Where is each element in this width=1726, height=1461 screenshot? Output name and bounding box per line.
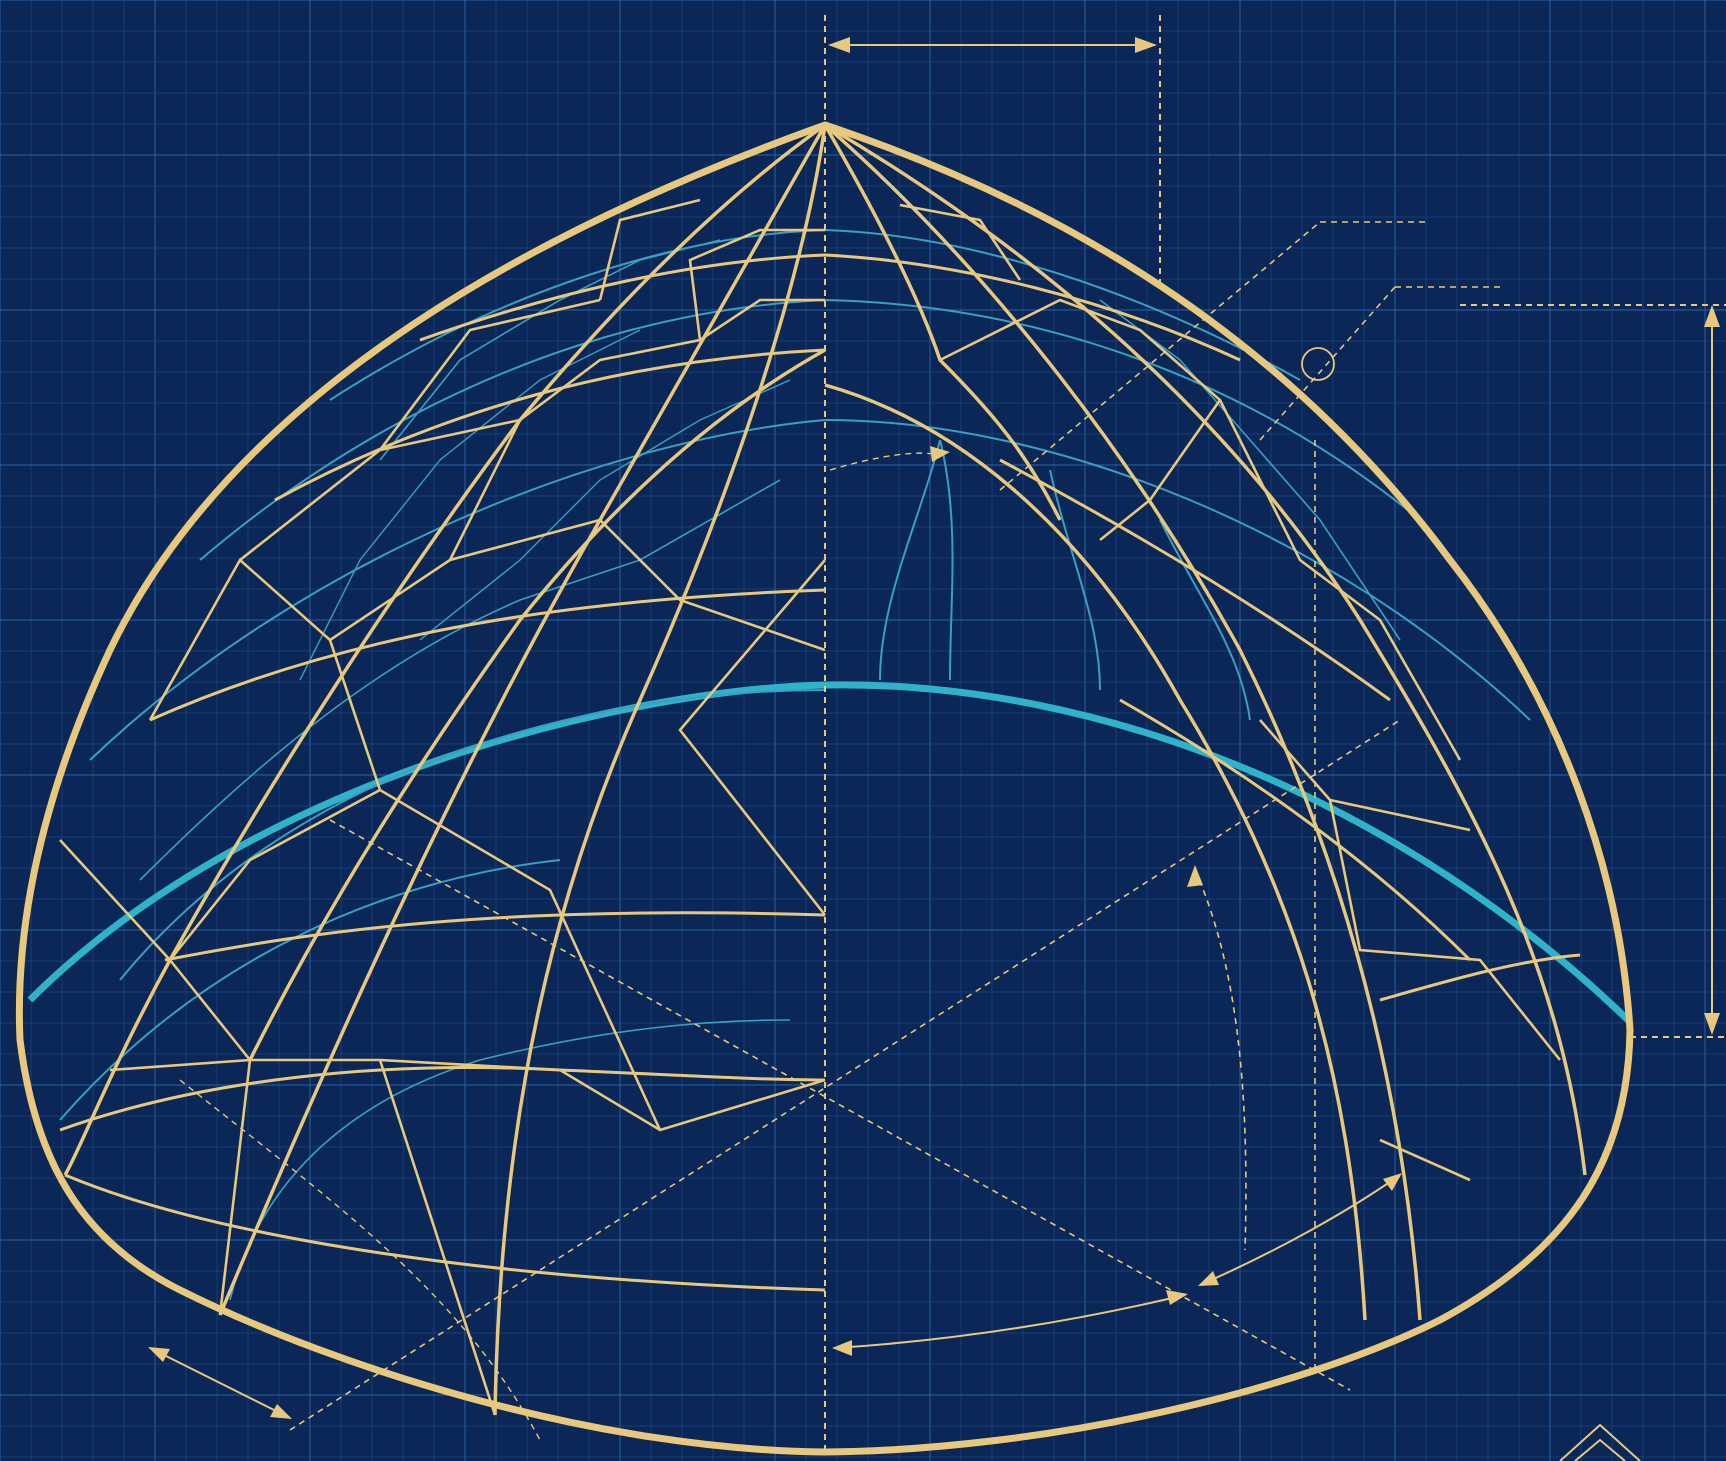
arrowhead [1187,865,1203,887]
facet-edge [598,198,1022,341]
ring-band [1379,953,1581,1002]
arrowhead [1198,1271,1219,1286]
arrowhead [828,37,850,53]
facet-edge [939,298,1462,761]
arc-dimension [1199,1174,1401,1286]
dome-outline [15,121,1634,1456]
arrowhead [930,446,950,462]
lattice-arc [419,379,791,641]
lattice-arc [229,1019,791,1301]
facet-edge [168,559,827,1132]
arc-dimension [834,1294,1186,1349]
facet-edge [59,839,497,1416]
facet-edge [148,298,601,721]
ring-band [999,458,1391,702]
arrowhead [1166,1290,1188,1305]
structural-rib [248,348,826,1061]
ring-band [164,911,826,962]
arrowhead [1704,305,1720,327]
structural-rib [824,383,1367,1321]
lattice-arc [139,479,781,881]
lattice-arc [89,418,1531,761]
callout-1-leader [999,221,1321,491]
arrowhead [1383,1173,1402,1191]
construction-lines [179,15,1726,1455]
dome-structure [15,121,1634,1456]
structural-rib [218,124,827,1316]
ring-band [274,348,826,502]
callout-2-marker [1301,347,1335,381]
ring-band [149,588,826,722]
arrowhead [832,1340,852,1356]
dimension-markers [148,37,1720,1461]
equator-ring [27,681,1631,1023]
structural-rib [493,124,827,1416]
lattice-arc [1049,469,1251,721]
lattice-arc [379,239,721,461]
structural-rib [824,123,1587,1176]
arc-construction [1194,869,1247,1251]
base-inner-ring [64,1173,826,1292]
lattice-arc [119,689,826,981]
lattice-arc [299,329,641,681]
callout-2-leader [1259,286,1396,441]
arrowhead [1704,1013,1720,1035]
lattice-arc [879,439,954,681]
corner-chevron [1559,1423,1641,1461]
arrowhead [270,1404,292,1419]
base-span-dimension [149,1347,291,1419]
facet-edge [328,298,826,791]
corner-chevron [1574,1438,1626,1461]
arrowhead [1135,37,1157,53]
facet-edge [1259,719,1562,1182]
ring-band [1119,698,1472,962]
structural-rib [63,123,827,1176]
arrowhead [148,1347,170,1362]
ring-band [419,253,1241,362]
